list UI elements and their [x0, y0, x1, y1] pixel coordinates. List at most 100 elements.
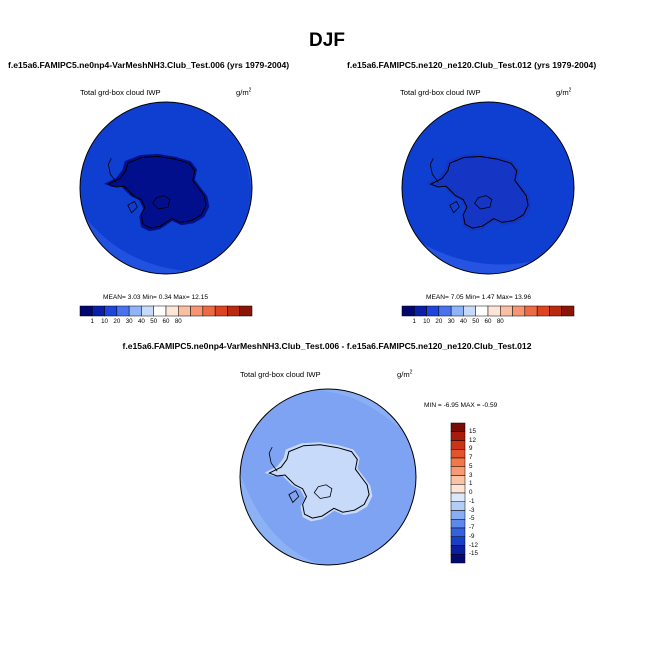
panel1-units: g/m2: [236, 88, 251, 97]
weddell-ice-shelf-coastline: [127, 200, 138, 214]
colorbar-3-box: [450, 492, 466, 502]
antarctic-peninsula-tip: [429, 158, 439, 183]
colorbar-3-tick-label: -7: [469, 524, 475, 531]
panel3-case-title: f.e15a6.FAMIPC5.ne0np4-VarMeshNH3.Club_T…: [122, 341, 532, 351]
colorbar-3-tick-label: 3: [469, 471, 473, 479]
antarctica-field-region: [104, 153, 210, 232]
colorbar-3-box: [450, 449, 466, 459]
colorbar-3-tick-label: 1: [469, 480, 473, 488]
colorbar-3-tick-label: 0: [469, 489, 473, 496]
colorbar-1-tick-label: 40: [137, 318, 145, 325]
colorbar-1-box: [116, 305, 130, 317]
colorbar-2-box: [438, 305, 452, 317]
antarctica-field-region: [426, 153, 532, 232]
ross-ice-shelf-coastline: [474, 195, 493, 210]
colorbar-1-tick-label: 1: [90, 318, 95, 325]
panel2-variable-label: Total grd-box cloud IWP: [400, 88, 481, 97]
colorbar-3-tick-label: -9: [469, 532, 475, 540]
colorbar-3-box: [450, 527, 466, 537]
colorbar-1-box: [79, 305, 93, 317]
panel1-variable-label: Total grd-box cloud IWP: [80, 88, 161, 97]
colorbar-2-tick-label: 50: [472, 318, 480, 325]
colorbar-1-tick-label: 60: [162, 318, 170, 325]
colorbar-3-box: [450, 475, 466, 485]
panel2-units: g/m2: [556, 88, 571, 97]
colorbar-2-box: [500, 305, 513, 317]
panel1-units-base: g/m: [236, 88, 249, 97]
colorbar-3-box: [450, 536, 466, 546]
colorbar-1-box: [104, 305, 118, 317]
panel3-units-exp: 2: [409, 369, 413, 376]
colorbar-2-box: [475, 305, 489, 317]
panel3-units: g/m2: [397, 370, 412, 379]
colorbar-2-box: [536, 305, 550, 317]
colorbar-3-box: [450, 554, 466, 564]
polar-map-1: [79, 101, 253, 275]
weddell-ice-shelf-coastline: [449, 200, 460, 214]
colorbar-3-tick-label: 5: [469, 462, 473, 470]
antarctica-coastline: [107, 155, 207, 229]
colorbar-3-box: [450, 501, 466, 511]
colorbar-2-tick-label: 20: [435, 318, 443, 325]
map-border: [79, 101, 253, 275]
colorbar-2-tick-label: 80: [496, 318, 504, 325]
colorbar-1-tick-label: 10: [101, 318, 109, 325]
map-border: [239, 388, 417, 566]
polar-map-3: [239, 388, 417, 566]
polar-map-2: [401, 101, 575, 275]
colorbar-1-tick-label: 20: [113, 318, 121, 325]
panel1-case-title: f.e15a6.FAMIPC5.ne0np4-VarMeshNH3.Club_T…: [8, 60, 290, 70]
colorbar-1-box: [153, 305, 167, 317]
panel2-units-base: g/m: [556, 88, 569, 97]
colorbar-3-tick-label: 7: [469, 454, 473, 461]
map-field: [80, 102, 252, 274]
colorbar-1-box: [214, 305, 228, 317]
colorbar-3-tick-label: -12: [469, 541, 478, 549]
colorbar-3-tick-label: -5: [469, 515, 475, 523]
colorbar-3-box: [450, 510, 466, 520]
ross-ice-shelf-coastline: [313, 484, 333, 499]
colorbar-3-box: [450, 422, 466, 432]
colorbar-2-box: [487, 305, 501, 317]
colorbar-3-box: [450, 484, 466, 494]
colorbar-3-tick-label: 9: [469, 445, 473, 453]
panel1-stats: MEAN= 3.03 Min= 0.34 Max= 12.15: [103, 294, 209, 301]
colorbar-3-tick-label: -3: [469, 506, 475, 514]
colorbar-3-tick-label: -1: [469, 497, 475, 505]
colorbar-2-box: [414, 305, 427, 317]
colorbar-2-box: [561, 305, 575, 317]
colorbar-2-box: [426, 305, 440, 317]
colorbar-1-box: [190, 305, 204, 317]
colorbar-3-box: [450, 545, 466, 555]
colorbar-3-box: [450, 431, 466, 441]
colorbar-1-box: [239, 305, 253, 317]
colorbar-3-tick-label: 15: [469, 427, 476, 435]
antarctica-coastline: [268, 444, 370, 519]
colorbar-1-tick-label: 30: [125, 318, 133, 325]
colorbar-2-tick-label: 1: [412, 318, 417, 325]
panel3-units-base: g/m: [397, 370, 410, 379]
colorbar-3-box: [450, 440, 466, 450]
colorbar-1-box: [178, 305, 191, 317]
map-field: [402, 102, 574, 274]
panel1-units-exp: 2: [248, 87, 252, 94]
colorbar-1-tick-label: 80: [174, 318, 182, 325]
colorbar-2-tick-label: 30: [447, 318, 455, 325]
colorbar-2-box: [463, 305, 476, 317]
colorbar-1-box: [165, 305, 179, 317]
colorbar-1-box: [128, 305, 142, 317]
ross-ice-shelf-coastline: [152, 195, 171, 210]
colorbar-3-tick-label: 12: [469, 436, 476, 444]
colorbar-1-box: [227, 305, 240, 317]
map-field: [240, 389, 416, 565]
colorbar-2-box: [512, 305, 526, 317]
map-border: [401, 101, 575, 275]
panel3-stats: MIN = -6.95 MAX = -0.59: [424, 402, 498, 409]
weddell-ice-shelf-coastline: [288, 490, 300, 504]
antarctica-coastline: [429, 155, 529, 229]
colorbar-2-box: [549, 305, 562, 317]
panel2-units-exp: 2: [568, 87, 572, 94]
colorbar-1-box: [202, 305, 216, 317]
colorbar-2-tick-label: 60: [484, 318, 492, 325]
